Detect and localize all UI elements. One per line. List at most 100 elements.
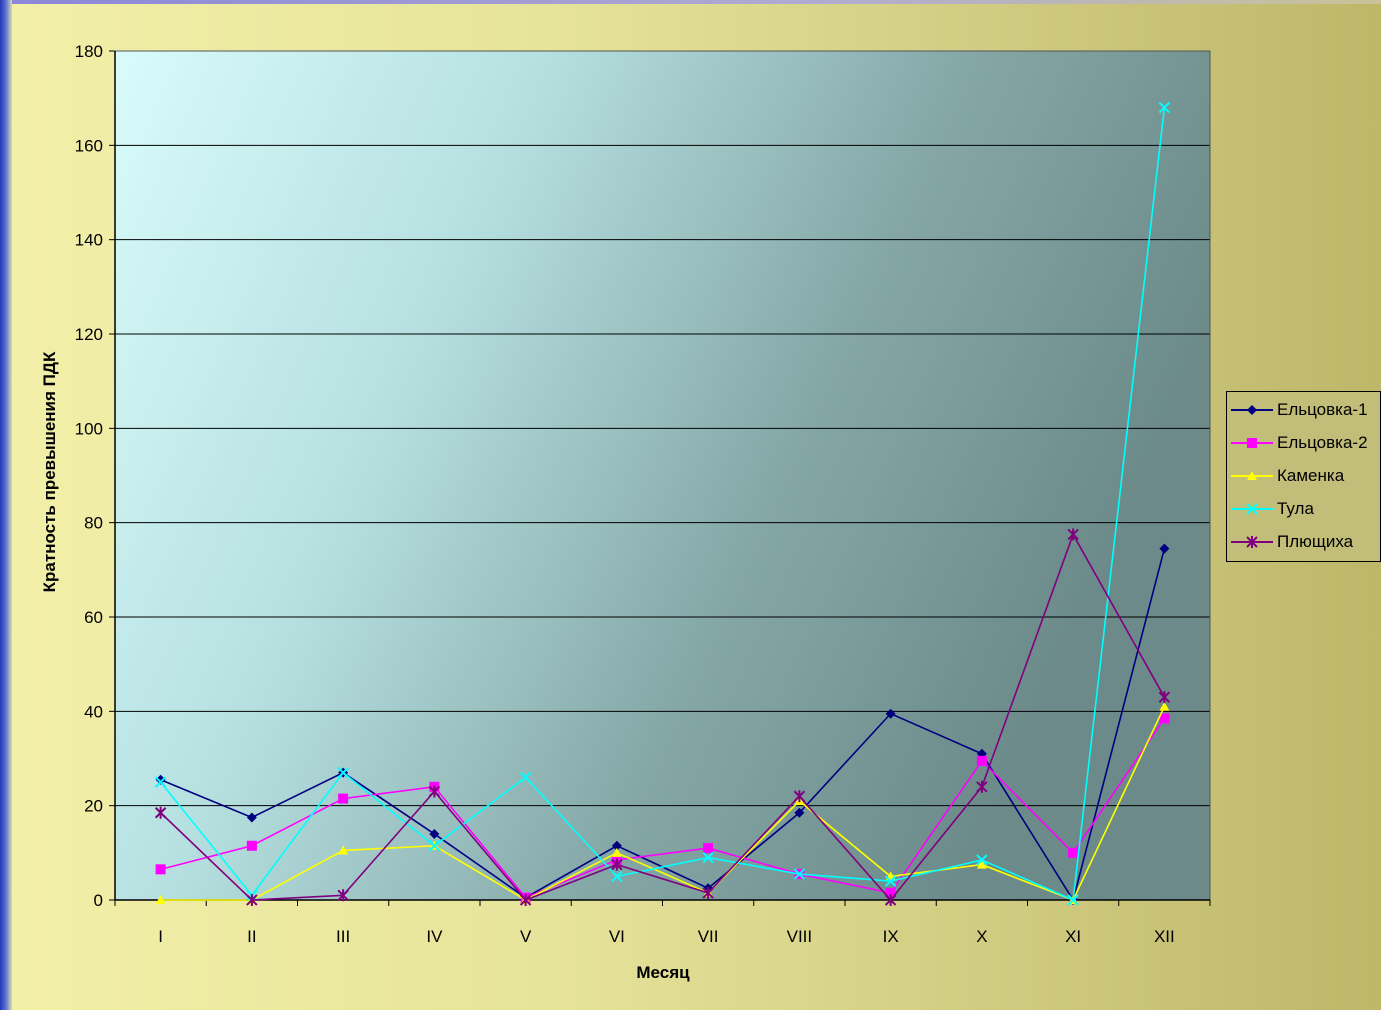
data-point bbox=[1246, 536, 1258, 548]
data-point bbox=[155, 864, 166, 875]
x-tick-label: VI bbox=[609, 927, 625, 946]
series-line bbox=[160, 532, 1166, 902]
y-tick-label: 60 bbox=[84, 608, 103, 627]
data-point bbox=[611, 840, 622, 851]
series-5 bbox=[154, 528, 1171, 906]
data-point bbox=[884, 894, 897, 906]
data-point bbox=[1159, 543, 1170, 554]
data-point bbox=[246, 812, 257, 823]
data-point bbox=[885, 708, 896, 719]
data-point bbox=[884, 875, 897, 887]
series-line bbox=[160, 717, 1166, 899]
data-point bbox=[155, 895, 166, 904]
legend-swatch bbox=[1231, 536, 1273, 548]
data-point bbox=[703, 843, 714, 854]
data-point bbox=[611, 847, 622, 857]
plot-area bbox=[115, 51, 1210, 900]
x-tick-label: IV bbox=[426, 927, 443, 946]
data-point bbox=[337, 889, 349, 902]
y-tick-label: 80 bbox=[84, 514, 103, 533]
x-tick-label: IX bbox=[883, 927, 899, 946]
data-point bbox=[976, 854, 988, 866]
data-point bbox=[338, 793, 349, 804]
data-point bbox=[1159, 701, 1170, 711]
series-line bbox=[160, 706, 1166, 902]
y-tick-label: 140 bbox=[75, 231, 103, 250]
data-point bbox=[702, 851, 714, 864]
data-point bbox=[154, 806, 167, 819]
x-tick-label: X bbox=[976, 927, 987, 946]
legend-swatch bbox=[1231, 503, 1273, 515]
x-tick-label: VIII bbox=[787, 927, 813, 946]
series-4 bbox=[154, 101, 1171, 906]
data-point bbox=[1067, 528, 1079, 541]
legend-item: Ельцовка-1 bbox=[1231, 399, 1368, 421]
legend-swatch bbox=[1231, 438, 1273, 448]
data-point bbox=[1247, 405, 1257, 415]
slide-left-band bbox=[0, 0, 12, 1010]
chart-legend: Ельцовка-1 Ельцовка-2 Каменка Тула Плющиха bbox=[1226, 391, 1381, 562]
series-group bbox=[154, 101, 1171, 906]
data-point bbox=[519, 894, 532, 906]
y-tick-label: 180 bbox=[75, 42, 103, 61]
data-point bbox=[1247, 438, 1257, 448]
data-point bbox=[428, 785, 441, 798]
x-tick-label: VII bbox=[698, 927, 719, 946]
data-point bbox=[976, 755, 987, 766]
data-point bbox=[519, 771, 532, 784]
legend-swatch bbox=[1231, 405, 1273, 415]
x-tick-label: II bbox=[247, 927, 256, 946]
data-point bbox=[793, 868, 806, 880]
legend-item: Каменка bbox=[1231, 465, 1344, 487]
y-tick-label: 40 bbox=[84, 702, 103, 721]
legend-label: Тула bbox=[1277, 499, 1314, 518]
data-point bbox=[793, 790, 806, 803]
data-point bbox=[794, 807, 805, 818]
data-point bbox=[1158, 691, 1171, 704]
x-tick-label: I bbox=[158, 927, 163, 946]
legend-label: Ельцовка-1 bbox=[1277, 400, 1368, 419]
data-point bbox=[1246, 503, 1258, 515]
data-point bbox=[1068, 847, 1079, 858]
y-tick-label: 0 bbox=[94, 891, 103, 910]
data-point bbox=[428, 840, 441, 852]
y-tick-label: 100 bbox=[75, 419, 103, 438]
data-point bbox=[1159, 713, 1170, 724]
y-axis-title: Кратность превышения ПДК bbox=[40, 351, 59, 592]
data-point bbox=[611, 858, 623, 871]
data-point bbox=[155, 774, 166, 785]
x-tick-label: XI bbox=[1065, 927, 1081, 946]
slide-top-band bbox=[0, 0, 1381, 4]
data-point bbox=[1247, 471, 1257, 480]
x-tick-label: III bbox=[336, 927, 350, 946]
data-point bbox=[1067, 894, 1079, 906]
y-tick-label: 160 bbox=[75, 136, 103, 155]
legend-label: Каменка bbox=[1277, 466, 1345, 485]
data-point bbox=[154, 776, 167, 788]
legend-item: Тула bbox=[1231, 498, 1314, 520]
legend-item: Ельцовка-2 bbox=[1231, 432, 1368, 454]
series-line bbox=[160, 107, 1166, 902]
data-point bbox=[338, 845, 349, 855]
x-tick-label: V bbox=[520, 927, 532, 946]
legend-item: Плющиха bbox=[1231, 531, 1353, 553]
legend-swatch bbox=[1231, 471, 1273, 480]
data-point bbox=[976, 859, 987, 869]
data-point bbox=[611, 870, 623, 883]
data-point bbox=[1158, 101, 1171, 114]
data-point bbox=[246, 894, 258, 906]
y-tick-label: 20 bbox=[84, 797, 103, 816]
x-tick-label: XII bbox=[1154, 927, 1175, 946]
data-point bbox=[976, 780, 988, 793]
data-point bbox=[429, 828, 440, 839]
data-point bbox=[885, 887, 896, 898]
y-tick-label: 120 bbox=[75, 325, 103, 344]
x-axis-title: Месяц bbox=[636, 963, 690, 982]
data-point bbox=[246, 840, 257, 851]
legend-label: Плющиха bbox=[1277, 532, 1354, 551]
data-point bbox=[702, 886, 714, 899]
data-point bbox=[337, 766, 349, 779]
legend-label: Ельцовка-2 bbox=[1277, 433, 1368, 452]
